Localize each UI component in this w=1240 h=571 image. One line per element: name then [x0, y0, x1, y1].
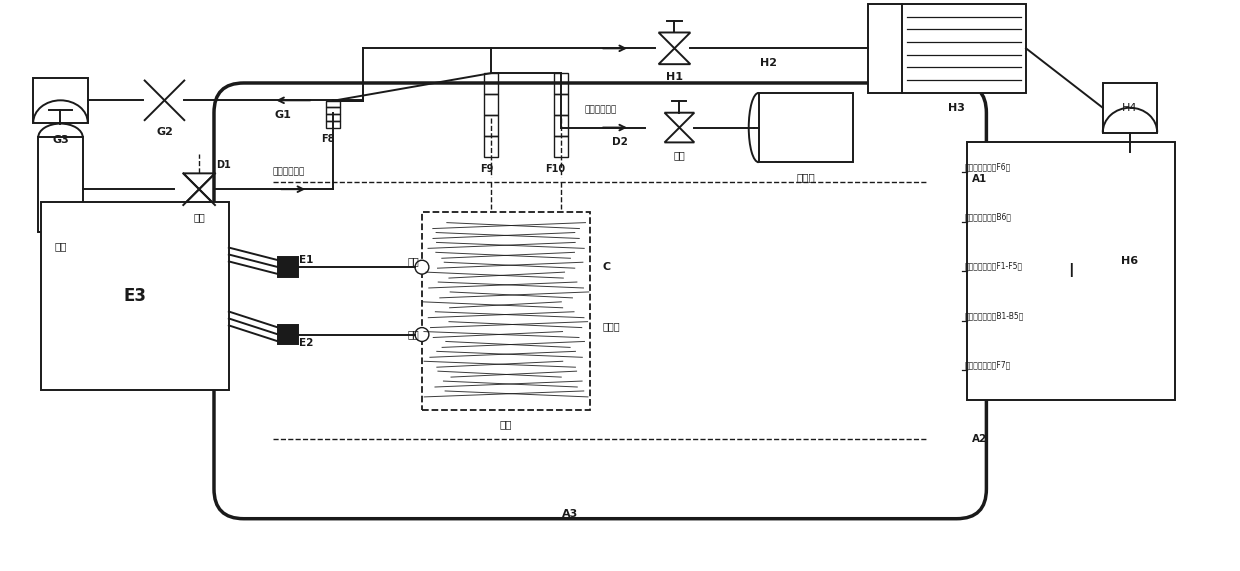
Circle shape	[415, 260, 429, 274]
Text: H2: H2	[760, 58, 777, 68]
Text: 阀门: 阀门	[193, 212, 205, 222]
Bar	[553, 73, 568, 94]
Text: 加热丝: 加热丝	[603, 321, 620, 332]
Bar	[553, 115, 568, 136]
Text: G2: G2	[156, 127, 172, 137]
Text: 负极: 负极	[407, 329, 419, 340]
Circle shape	[415, 328, 429, 341]
Text: E3: E3	[123, 287, 146, 305]
Bar	[33, 78, 88, 123]
Bar	[326, 107, 340, 114]
Bar	[485, 94, 498, 115]
Bar	[553, 136, 568, 157]
Text: 排气口: 排气口	[796, 172, 815, 182]
Text: F8: F8	[321, 134, 335, 144]
Text: 压力检测线（接F7）: 压力检测线（接F7）	[965, 361, 1011, 369]
Text: 加热控制线（接B1-B5）: 加热控制线（接B1-B5）	[965, 311, 1024, 320]
Text: 温度检测线（接F6）: 温度检测线（接F6）	[965, 163, 1011, 172]
Text: 温度检测线（接F1-F5）: 温度检测线（接F1-F5）	[965, 262, 1023, 271]
Text: 电池: 电池	[500, 420, 512, 429]
Text: A1: A1	[972, 174, 987, 184]
Text: H1: H1	[666, 72, 683, 82]
Text: G3: G3	[52, 135, 69, 146]
Bar	[485, 115, 498, 136]
Text: F10: F10	[546, 164, 565, 174]
Bar	[967, 142, 1174, 400]
Text: A3: A3	[563, 509, 579, 519]
Text: 气瓶: 气瓶	[55, 242, 67, 251]
Text: 正极: 正极	[407, 256, 419, 266]
Text: G1: G1	[275, 110, 291, 120]
Text: E1: E1	[299, 255, 314, 266]
Bar	[485, 136, 498, 157]
Text: 加热控制线（接B6）: 加热控制线（接B6）	[965, 212, 1012, 221]
Text: 阀门: 阀门	[673, 150, 686, 160]
Text: I: I	[1068, 262, 1074, 280]
Bar	[278, 258, 298, 277]
Bar	[553, 94, 568, 115]
Text: D2: D2	[613, 138, 627, 147]
Text: H3: H3	[949, 103, 965, 112]
Bar	[326, 101, 340, 107]
Text: A2: A2	[972, 435, 987, 444]
Text: E2: E2	[299, 339, 314, 348]
Text: F9: F9	[480, 164, 494, 174]
Text: D1: D1	[217, 160, 232, 170]
Bar	[41, 202, 229, 390]
Bar	[38, 138, 83, 231]
Text: 惰性气体排出: 惰性气体排出	[584, 105, 616, 114]
Bar	[278, 325, 298, 344]
Text: C: C	[603, 262, 610, 272]
Bar	[485, 73, 498, 94]
Bar	[868, 4, 1025, 93]
Bar	[1102, 83, 1157, 132]
Text: H6: H6	[1121, 256, 1138, 266]
Bar	[326, 121, 340, 127]
Bar	[326, 114, 340, 121]
Text: 惰性气体进入: 惰性气体进入	[272, 167, 304, 176]
Bar	[759, 93, 853, 162]
Text: H4: H4	[1122, 103, 1138, 112]
Bar	[422, 212, 590, 410]
